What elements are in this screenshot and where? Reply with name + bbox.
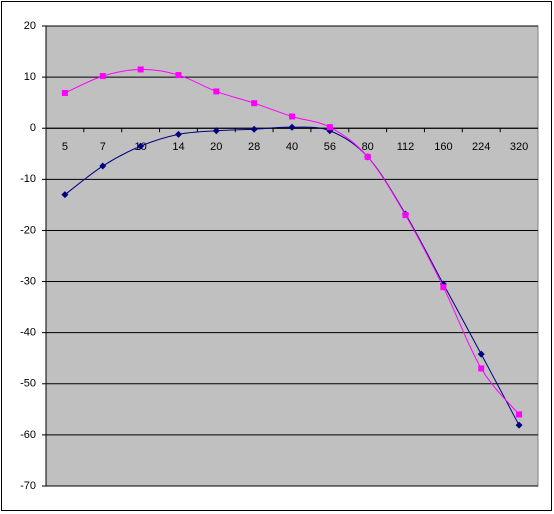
x-tick-label: 40 xyxy=(286,141,298,153)
x-tick-label: 224 xyxy=(472,141,490,153)
marker xyxy=(61,191,69,199)
x-tick-label: 56 xyxy=(324,141,336,153)
marker xyxy=(99,73,106,80)
x-tick-label: 20 xyxy=(210,141,222,153)
x-tick-label: 28 xyxy=(248,141,260,153)
marker xyxy=(251,100,258,107)
marker xyxy=(250,125,258,133)
marker xyxy=(402,212,409,219)
x-tick-label: 14 xyxy=(172,141,184,153)
marker xyxy=(212,127,220,135)
marker xyxy=(516,411,523,418)
marker xyxy=(174,130,182,138)
marker xyxy=(364,153,371,160)
x-tick-label: 7 xyxy=(100,141,106,153)
y-tick-label: -10 xyxy=(20,173,36,185)
y-tick-label: -40 xyxy=(20,327,36,339)
y-tick-label: 0 xyxy=(30,122,36,134)
x-tick-label: 160 xyxy=(434,141,452,153)
marker xyxy=(440,284,447,291)
x-tick-label: 112 xyxy=(397,141,415,153)
y-tick-label: -60 xyxy=(20,429,36,441)
y-tick-label: -20 xyxy=(20,224,36,236)
marker xyxy=(515,421,523,429)
x-tick-label: 320 xyxy=(510,141,528,153)
marker xyxy=(289,113,295,120)
y-tick-label: -30 xyxy=(20,275,36,287)
y-tick-label: -50 xyxy=(20,378,36,390)
marker xyxy=(477,350,485,358)
marker xyxy=(61,89,68,96)
marker xyxy=(99,162,107,170)
x-tick-label: 80 xyxy=(362,141,374,153)
marker xyxy=(175,72,182,79)
marker xyxy=(288,123,296,131)
x-tick-label: 5 xyxy=(62,141,68,153)
marker xyxy=(478,365,485,372)
marker xyxy=(137,66,144,73)
y-tick-label: 20 xyxy=(24,20,36,32)
plot-area xyxy=(45,25,539,487)
marker xyxy=(326,124,333,131)
marker xyxy=(137,142,145,150)
marker xyxy=(213,88,220,95)
marker xyxy=(326,127,334,135)
y-tick-label: -70 xyxy=(20,480,36,492)
y-tick-label: 10 xyxy=(24,71,36,83)
